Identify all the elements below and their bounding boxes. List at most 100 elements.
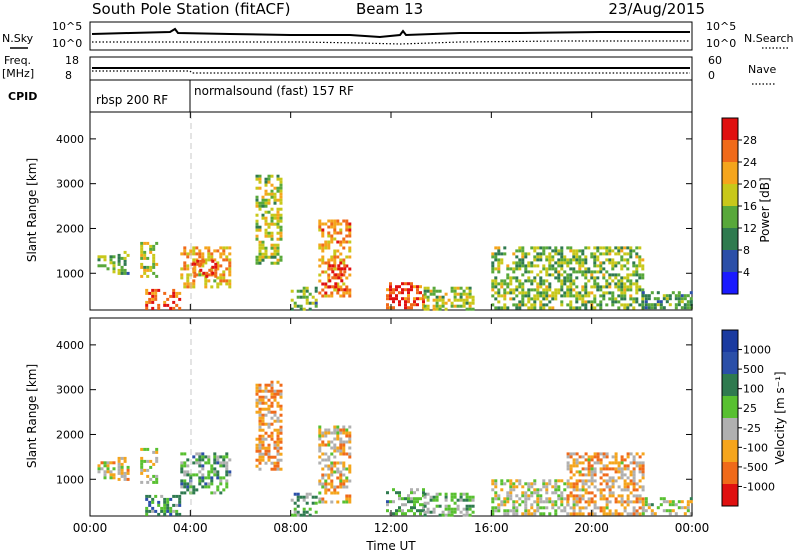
velocity-cell	[195, 461, 199, 465]
velocity-cell	[324, 434, 328, 438]
velocity-cell	[471, 510, 475, 514]
power-cell	[545, 279, 549, 283]
power-cell	[683, 294, 687, 298]
power-cell	[270, 189, 274, 193]
power-cell	[299, 307, 303, 311]
power-cell	[270, 195, 274, 199]
power-cell	[584, 294, 588, 298]
power-cell	[255, 198, 259, 202]
power-cell	[345, 219, 349, 223]
power-cell	[276, 237, 280, 241]
velocity-cell	[270, 404, 274, 408]
velocity-cell	[641, 485, 645, 489]
power-cell	[145, 306, 149, 310]
power-cell	[560, 258, 564, 262]
power-cell	[680, 306, 684, 310]
power-cell	[339, 276, 343, 280]
velocity-cell	[578, 479, 582, 483]
power-cell	[345, 288, 349, 292]
power-cell	[635, 285, 639, 289]
velocity-cell	[471, 504, 475, 508]
power-cell	[216, 267, 220, 271]
power-cell	[216, 285, 220, 289]
power-cell	[518, 264, 522, 268]
velocity-cell	[563, 509, 567, 513]
velocity-cell	[554, 509, 558, 513]
power-cell	[330, 237, 334, 241]
power-cell	[503, 303, 507, 307]
power-cell	[533, 300, 537, 304]
velocity-cell	[557, 506, 561, 510]
power-cell	[668, 297, 672, 301]
power-cell	[524, 255, 528, 259]
velocity-cell	[596, 458, 600, 462]
power-cell	[205, 271, 209, 275]
power-cell	[569, 282, 573, 286]
velocity-cell	[117, 477, 121, 481]
power-cell	[500, 258, 504, 262]
velocity-cell	[674, 512, 678, 516]
velocity-cell	[273, 389, 277, 393]
velocity-cell	[339, 473, 343, 477]
velocity-cell	[261, 455, 265, 459]
velocity-cell	[509, 509, 513, 513]
velocity-cell	[438, 513, 442, 517]
velocity-cell	[330, 479, 334, 483]
power-cell	[348, 288, 352, 292]
power-cell	[536, 252, 540, 256]
velocity-cell	[395, 512, 398, 516]
power-cell	[404, 288, 407, 292]
velocity-cell	[548, 479, 552, 483]
power-cell	[593, 255, 597, 259]
velocity-cell	[500, 479, 504, 483]
power-cell	[560, 267, 564, 271]
velocity-cell	[680, 500, 684, 504]
velocity-y-tick-label: 1000	[56, 473, 84, 486]
power-cell	[311, 295, 315, 299]
power-cell	[333, 249, 337, 253]
velocity-cell	[512, 482, 516, 486]
velocity-cell	[668, 500, 672, 504]
power-cell	[605, 249, 609, 253]
velocity-cell	[536, 500, 540, 504]
power-cell	[456, 286, 460, 290]
power-cell	[584, 282, 588, 286]
velocity-cell	[210, 479, 214, 483]
velocity-cell	[599, 494, 603, 498]
velocity-cell	[267, 404, 271, 408]
power-cell	[273, 243, 277, 247]
power-cell	[330, 291, 334, 295]
velocity-cell	[668, 512, 672, 516]
velocity-cell	[198, 464, 202, 468]
power-cell	[602, 297, 606, 301]
velocity-cell	[575, 485, 579, 489]
velocity-cell	[169, 506, 173, 510]
power-cell	[530, 261, 534, 265]
velocity-cell	[509, 497, 513, 501]
power-cell	[515, 249, 519, 253]
power-cell	[530, 288, 534, 292]
power-cell	[429, 289, 433, 293]
velocity-colorbar-swatches	[722, 330, 738, 506]
velocity-cell	[279, 395, 283, 399]
power-cell	[261, 198, 265, 202]
velocity-cell	[339, 479, 343, 483]
power-cell	[557, 288, 561, 292]
power-cell	[321, 288, 325, 292]
power-cell	[112, 261, 116, 265]
velocity-cell	[632, 482, 636, 486]
power-cell	[258, 207, 262, 211]
power-cell	[494, 291, 498, 295]
power-cell	[689, 306, 693, 310]
power-cell	[566, 258, 570, 262]
power-x-ticks	[89, 112, 693, 310]
velocity-cell	[255, 410, 259, 414]
velocity-cell	[653, 512, 657, 516]
power-cell	[318, 246, 322, 250]
velocity-cell	[270, 410, 274, 414]
power-cell	[166, 297, 170, 301]
velocity-cell	[336, 476, 340, 480]
power-cell	[593, 270, 597, 274]
power-cell	[348, 291, 352, 295]
